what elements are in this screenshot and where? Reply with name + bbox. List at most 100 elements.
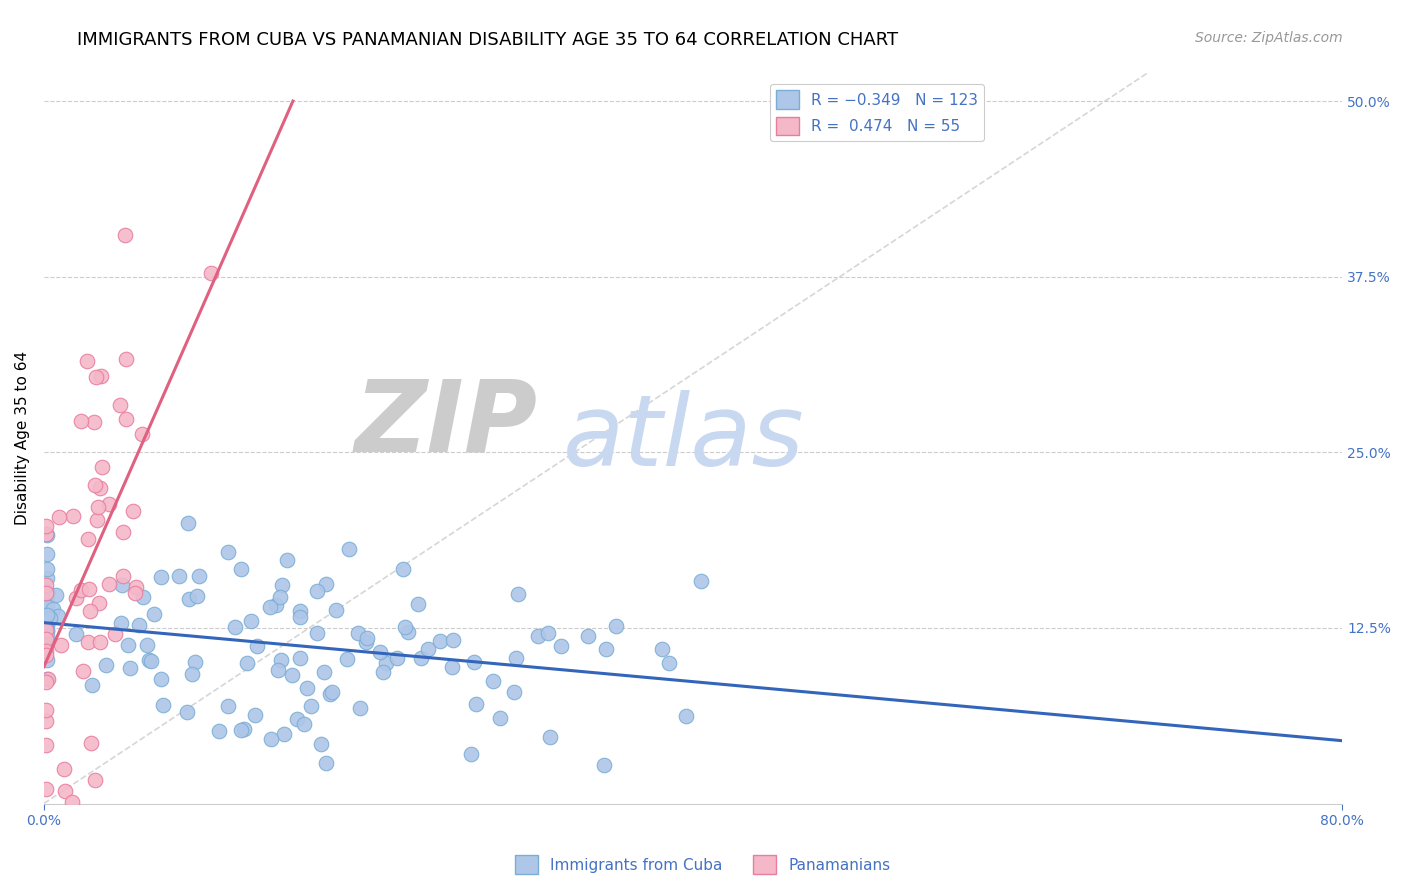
Point <box>150 673 173 687</box>
Point <box>111 577 134 591</box>
Point <box>270 653 292 667</box>
Point <box>371 665 394 680</box>
Point <box>39 610 62 624</box>
Point <box>34 526 56 541</box>
Point <box>114 352 136 367</box>
Point <box>82 678 104 692</box>
Point <box>321 684 343 698</box>
Point <box>37 623 59 637</box>
Point <box>90 368 112 383</box>
Point <box>309 737 332 751</box>
Point <box>131 426 153 441</box>
Text: Source: ZipAtlas.com: Source: ZipAtlas.com <box>1195 31 1343 45</box>
Point <box>122 504 145 518</box>
Point <box>135 638 157 652</box>
Point <box>236 656 259 670</box>
Point <box>37 672 59 686</box>
Point <box>527 629 550 643</box>
Point <box>112 524 135 539</box>
Point <box>83 772 105 787</box>
Legend: R = −0.349   N = 123, R =  0.474   N = 55: R = −0.349 N = 123, R = 0.474 N = 55 <box>769 84 984 142</box>
Point <box>411 650 433 665</box>
Point <box>65 591 87 605</box>
Point <box>288 650 311 665</box>
Point <box>325 603 347 617</box>
Point <box>34 703 56 717</box>
Point <box>184 656 207 670</box>
Point <box>138 653 160 667</box>
Point <box>354 635 377 649</box>
Point <box>37 615 59 630</box>
Point <box>385 651 408 665</box>
Point <box>87 500 110 515</box>
Point <box>124 586 146 600</box>
Point <box>37 547 59 561</box>
Point <box>89 634 111 648</box>
Point <box>96 657 118 672</box>
Point <box>347 625 370 640</box>
Point <box>152 698 174 713</box>
Point <box>337 542 360 557</box>
Point <box>139 654 162 668</box>
Point <box>675 709 697 723</box>
Point <box>356 632 378 646</box>
Point <box>70 582 93 597</box>
Point <box>200 266 222 280</box>
Point <box>37 528 59 542</box>
Point <box>132 591 155 605</box>
Point <box>406 597 429 611</box>
Point <box>112 569 135 583</box>
Point <box>460 747 482 762</box>
Point <box>336 652 359 666</box>
Point <box>179 591 201 606</box>
Point <box>595 641 617 656</box>
Point <box>239 614 262 628</box>
Point <box>62 508 84 523</box>
Point <box>260 731 283 746</box>
Point <box>658 656 681 670</box>
Point <box>125 580 148 594</box>
Point <box>307 626 329 640</box>
Point <box>65 627 87 641</box>
Point <box>276 553 298 567</box>
Point <box>77 582 100 596</box>
Point <box>207 724 229 739</box>
Point <box>84 370 107 384</box>
Point <box>37 608 59 623</box>
Point <box>79 604 101 618</box>
Point <box>233 722 256 736</box>
Point <box>89 481 111 495</box>
Point <box>592 758 614 772</box>
Point <box>229 562 252 576</box>
Point <box>315 756 337 771</box>
Point <box>34 632 56 647</box>
Point <box>34 648 56 662</box>
Point <box>305 583 328 598</box>
Point <box>443 633 465 648</box>
Text: ZIP: ZIP <box>354 376 537 472</box>
Point <box>281 668 304 682</box>
Point <box>97 497 120 511</box>
Point <box>46 608 69 623</box>
Point <box>34 578 56 592</box>
Point <box>167 569 190 583</box>
Point <box>269 590 291 604</box>
Point <box>394 620 416 634</box>
Point <box>48 510 70 524</box>
Point <box>72 664 94 678</box>
Point <box>463 655 485 669</box>
Point <box>481 673 503 688</box>
Point <box>104 626 127 640</box>
Point <box>34 518 56 533</box>
Point <box>69 414 91 428</box>
Point <box>177 516 200 530</box>
Point <box>80 736 103 750</box>
Point <box>34 585 56 599</box>
Point <box>273 727 295 741</box>
Point <box>229 723 252 738</box>
Legend: Immigrants from Cuba, Panamanians: Immigrants from Cuba, Panamanians <box>509 849 897 880</box>
Text: atlas: atlas <box>564 390 804 487</box>
Point <box>84 478 107 492</box>
Point <box>271 578 294 592</box>
Point <box>34 738 56 752</box>
